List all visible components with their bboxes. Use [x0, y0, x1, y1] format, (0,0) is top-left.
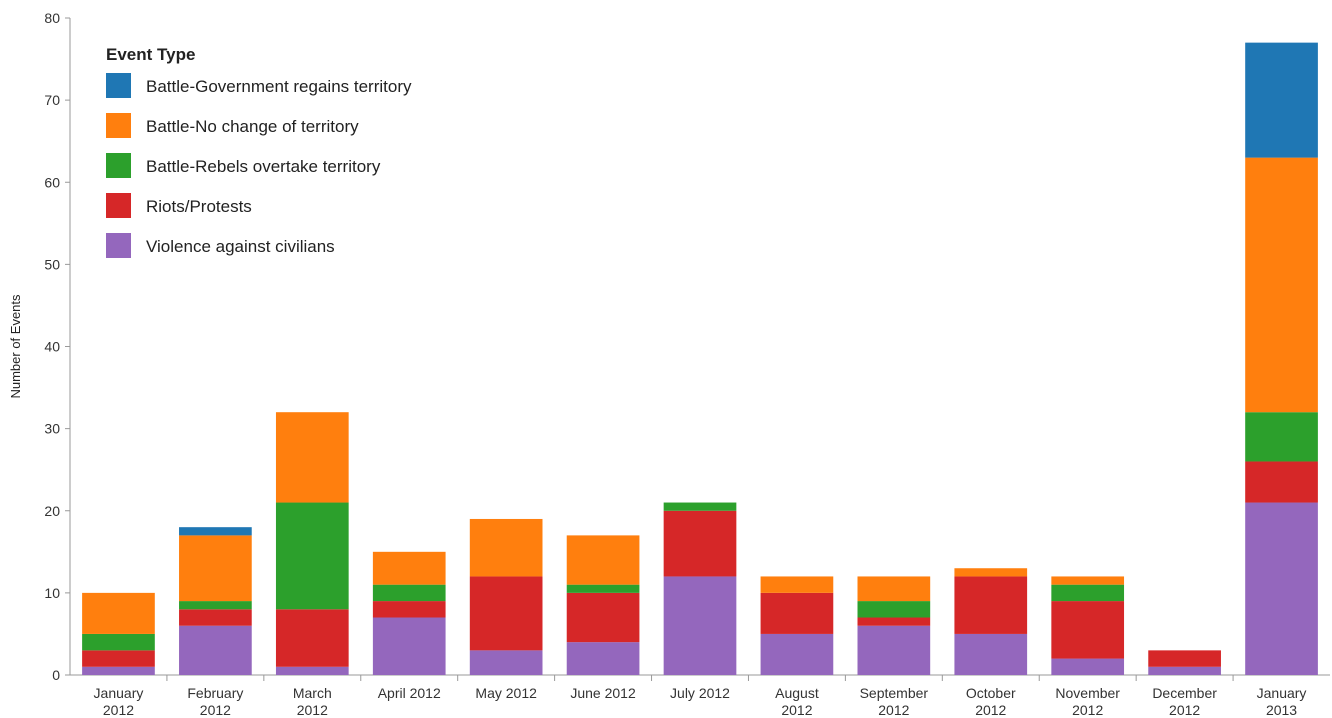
bar-segment [1245, 461, 1318, 503]
bars [82, 42, 1318, 675]
x-tick-label: February [187, 685, 243, 701]
bar-segment [663, 510, 737, 577]
x-tick-label: 2012 [878, 702, 909, 718]
bar-segment [857, 625, 931, 675]
bar-segment [82, 633, 155, 651]
x-tick-label: 2012 [1072, 702, 1103, 718]
y-tick-label: 60 [44, 174, 60, 190]
bar-segment [566, 592, 640, 643]
bar-segment [1051, 658, 1125, 675]
legend-title: Event Type [106, 45, 195, 64]
y-tick-label: 70 [44, 92, 60, 108]
bar-segment [275, 412, 349, 503]
bar-segment [82, 592, 155, 634]
x-tick-label: 2012 [103, 702, 134, 718]
bar-segment [760, 576, 834, 593]
y-tick-label: 50 [44, 256, 60, 272]
y-tick-label: 80 [44, 10, 60, 26]
y-tick-label: 0 [52, 667, 60, 683]
bar-segment [469, 518, 543, 577]
bar-segment [469, 650, 543, 675]
bar-segment [82, 666, 155, 675]
bar-segment [760, 592, 834, 634]
legend-swatch [106, 73, 131, 98]
x-tick-label: May 2012 [475, 685, 537, 701]
bar-segment [372, 551, 446, 585]
bar-segment [954, 576, 1028, 634]
legend-entry: Battle-Government regains territory [146, 77, 412, 96]
y-axis-label: Number of Events [8, 294, 23, 399]
bar-segment [1245, 42, 1318, 158]
bar-segment [663, 576, 737, 675]
legend-entry: Battle-No change of territory [146, 117, 359, 136]
x-tick-label: January [94, 685, 144, 701]
bar-segment [1245, 502, 1318, 675]
bar-segment [954, 568, 1028, 577]
x-tick-label: October [966, 685, 1016, 701]
legend: Event Type Battle-Government regains ter… [106, 45, 412, 258]
x-tick-label: 2012 [297, 702, 328, 718]
x-tick-label: March [293, 685, 332, 701]
y-tick-label: 20 [44, 503, 60, 519]
x-tick-label: December [1152, 685, 1217, 701]
bar-segment [566, 535, 640, 585]
bar-segment [1245, 157, 1318, 413]
bar-segment [179, 625, 252, 675]
x-tick-label: September [860, 685, 929, 701]
legend-swatch [106, 153, 131, 178]
bar-segment [372, 584, 446, 602]
x-tick-label: 2012 [975, 702, 1006, 718]
bar-segment [275, 666, 349, 675]
x-tick-label: August [775, 685, 819, 701]
legend-swatch [106, 113, 131, 138]
x-tick-label: January [1257, 685, 1307, 701]
x-tick-label: July 2012 [670, 685, 730, 701]
bar-segment [372, 617, 446, 675]
bar-segment [1051, 576, 1125, 585]
bar-segment [760, 633, 834, 675]
bar-segment [1051, 601, 1125, 659]
bar-segment [1051, 584, 1125, 602]
bar-segment [857, 617, 931, 626]
x-tick-label: 2012 [200, 702, 231, 718]
bar-segment [857, 576, 931, 602]
y-tick-label: 30 [44, 421, 60, 437]
x-tick-label: 2013 [1266, 702, 1297, 718]
legend-entry: Riots/Protests [146, 197, 252, 216]
bar-segment [857, 601, 931, 618]
bar-segment [1148, 650, 1221, 667]
legend-entry: Violence against civilians [146, 237, 335, 256]
x-tick-label: November [1055, 685, 1120, 701]
bar-segment [566, 642, 640, 675]
y-tick-label: 40 [44, 339, 60, 355]
bar-segment [275, 609, 349, 667]
legend-entry: Battle-Rebels overtake territory [146, 157, 381, 176]
bar-segment [1148, 666, 1221, 675]
bar-segment [469, 576, 543, 651]
legend-swatch [106, 233, 131, 258]
bar-segment [179, 535, 252, 602]
y-tick-label: 10 [44, 585, 60, 601]
bar-segment [663, 502, 737, 511]
bar-segment [566, 584, 640, 593]
bar-segment [82, 650, 155, 667]
bar-segment [1245, 412, 1318, 462]
bar-segment [179, 609, 252, 626]
x-tick-label: 2012 [781, 702, 812, 718]
legend-swatch [106, 193, 131, 218]
bar-segment [179, 601, 252, 610]
bar-segment [372, 601, 446, 618]
bar-segment [179, 527, 252, 536]
x-tick-label: April 2012 [378, 685, 441, 701]
bar-segment [275, 502, 349, 610]
x-tick-label: 2012 [1169, 702, 1200, 718]
x-tick-label: June 2012 [570, 685, 636, 701]
bar-segment [954, 633, 1028, 675]
y-axis: 0 10 20 30 40 50 60 70 80 [44, 10, 71, 683]
